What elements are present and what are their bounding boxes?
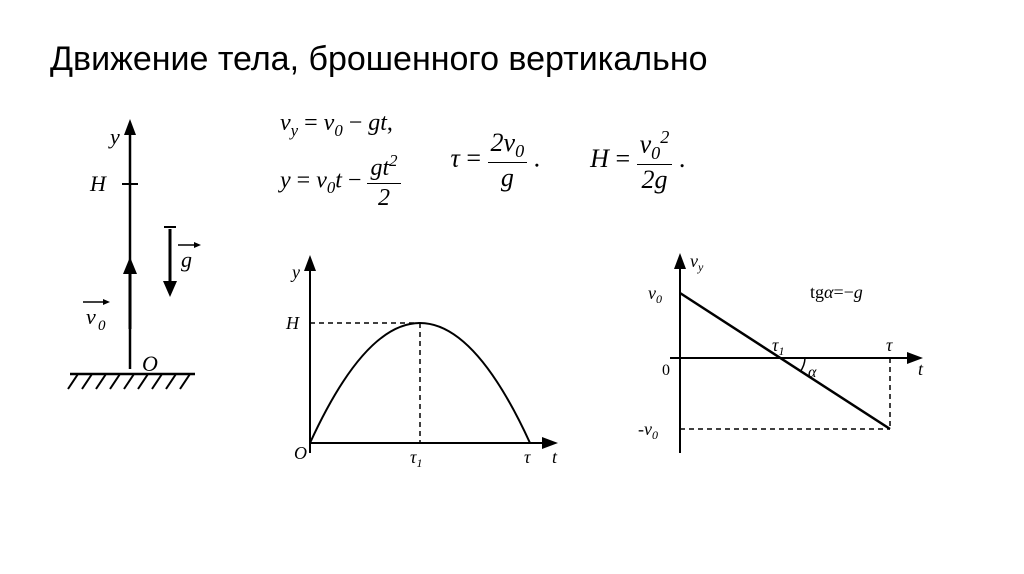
svg-text:τ1: τ1 [772, 335, 784, 358]
graphs-row: y t O H τ1 τ [250, 243, 974, 473]
v-of-t-graph: vy t 0 v0 -v0 τ1 τ [630, 243, 930, 473]
formula-H: H = v022g . [590, 127, 685, 195]
svg-text:y: y [290, 262, 300, 282]
formula-tau: τ = 2v0g . [451, 128, 541, 193]
svg-text:τ1: τ1 [410, 447, 422, 470]
svg-text:v: v [86, 304, 96, 329]
vector-diagram: y H v 0 g O [50, 109, 210, 409]
svg-text:α: α [808, 364, 817, 381]
svg-text:t: t [918, 359, 924, 379]
svg-text:vy: vy [690, 251, 704, 274]
svg-text:t: t [552, 447, 558, 467]
svg-text:O: O [294, 443, 307, 463]
svg-text:0: 0 [98, 318, 106, 334]
formula-vy-y: vy = v0 − gt, y = v0t − gt22 [280, 109, 401, 213]
svg-text:0: 0 [662, 362, 670, 379]
svg-text:O: O [142, 351, 158, 376]
svg-text:g: g [181, 247, 192, 272]
y-of-t-graph: y t O H τ1 τ [270, 243, 570, 473]
svg-text:τ: τ [524, 447, 531, 467]
svg-text:tgα=−g: tgα=−g [810, 282, 863, 302]
svg-text:v0: v0 [648, 283, 662, 306]
formulas-row: vy = v0 − gt, y = v0t − gt22 τ = [250, 109, 974, 213]
page-title: Движение тела, брошенного вертикально [50, 40, 974, 79]
svg-text:H: H [89, 171, 107, 196]
svg-text:H: H [285, 313, 300, 333]
svg-text:τ: τ [886, 335, 893, 355]
svg-text:-v0: -v0 [638, 419, 658, 442]
content-row: y H v 0 g O [50, 109, 974, 473]
svg-text:y: y [108, 124, 120, 149]
